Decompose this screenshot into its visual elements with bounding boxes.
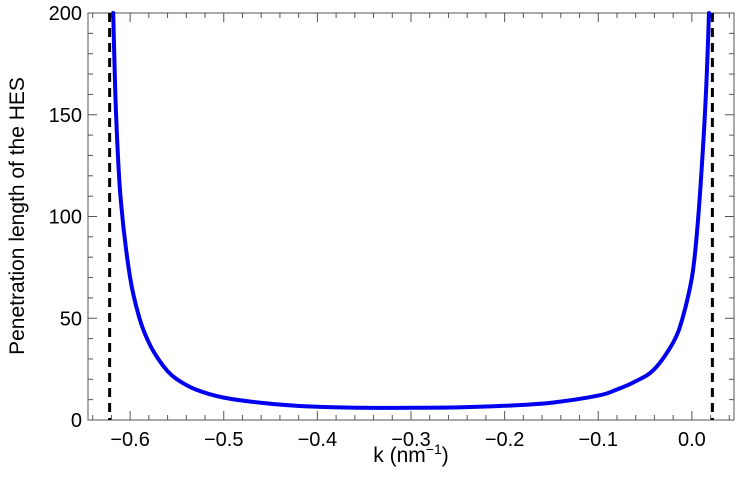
x-axis-label-main: k (nm: [373, 444, 426, 467]
x-tick-label: −0.5: [204, 429, 243, 451]
x-tick-label: −0.2: [485, 429, 524, 451]
x-axis-label-exponent: −1: [426, 441, 442, 457]
tick-marks: [88, 12, 734, 421]
series-curve: [111, 11, 711, 410]
y-axis-label: Penetration length of the HES: [6, 77, 29, 355]
plot-frame: [87, 12, 735, 421]
x-tick-label: −0.1: [579, 429, 618, 451]
x-tick-label: −0.4: [298, 429, 337, 451]
x-tick-label: 0.0: [678, 429, 706, 451]
x-tick-labels: −0.6 −0.5 −0.4 −0.3 −0.2 −0.1 0.0: [110, 429, 705, 451]
y-tick-label: 0: [71, 410, 82, 432]
asymptote-lines: [108, 13, 714, 420]
y-tick-label: 200: [49, 3, 82, 25]
y-tick-label: 100: [49, 207, 82, 229]
x-tick-label: −0.3: [391, 429, 430, 451]
y-tick-labels: 0 50 100 150 200: [49, 3, 82, 432]
y-tick-label: 50: [60, 308, 82, 330]
y-tick-label: 150: [49, 105, 82, 127]
x-axis-label-suffix: ): [442, 444, 449, 467]
x-axis-label: k (nm−1): [373, 441, 448, 467]
x-tick-label: −0.6: [110, 429, 149, 451]
